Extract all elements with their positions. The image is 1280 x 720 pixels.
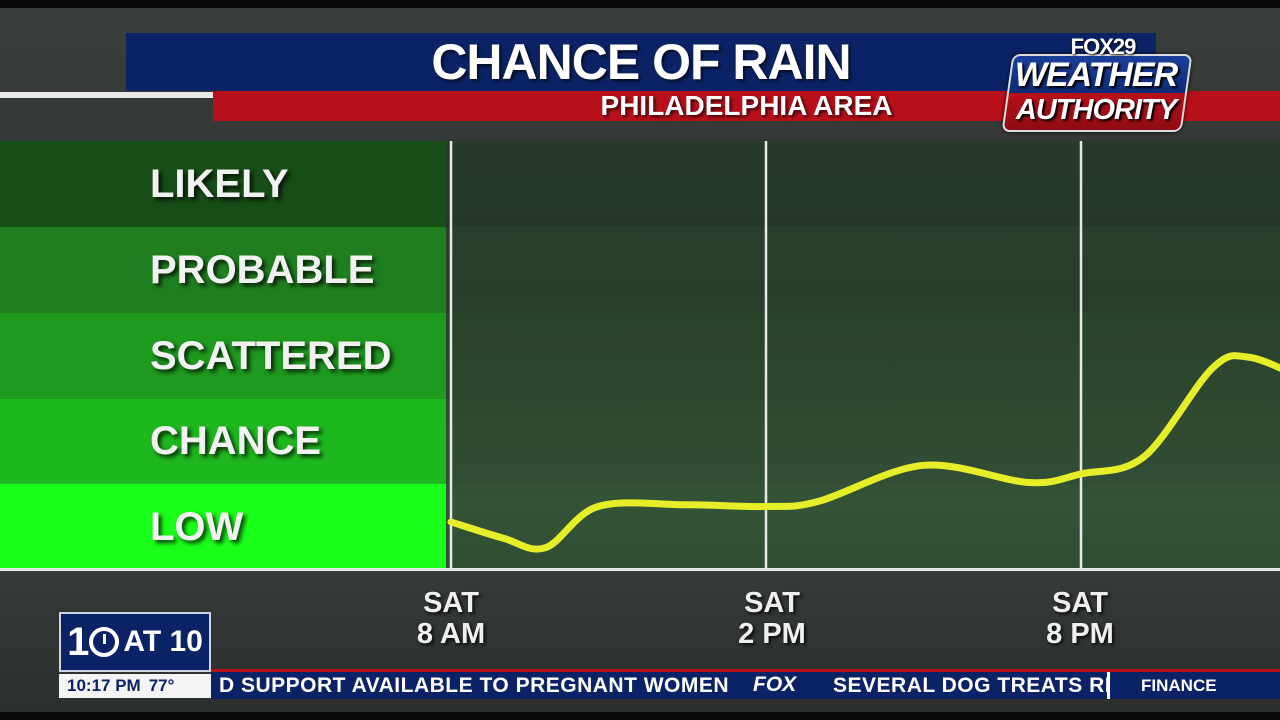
- bug-temp: 77°: [148, 676, 175, 695]
- x-tick-sat-8pm: SAT 8 PM: [1010, 588, 1150, 650]
- chart-title: CHANCE OF RAIN: [431, 34, 851, 90]
- bug-time-temp: 10:17 PM 77°: [59, 674, 211, 698]
- band-label-low: LOW: [150, 504, 244, 549]
- bug-time: 10:17 PM: [67, 676, 141, 695]
- ticker-section: FINANCE: [1141, 676, 1217, 695]
- divider: [0, 92, 213, 98]
- ticker-headline-2: SEVERAL DOG TREATS RI: [833, 674, 1112, 697]
- band-low: LOW: [0, 484, 446, 570]
- logo-authority: AUTHORITY: [1015, 94, 1177, 126]
- chart-svg: [446, 141, 1280, 570]
- bug-at: AT 10: [123, 625, 203, 658]
- x-axis-line: [0, 568, 1280, 571]
- band-chance: CHANCE: [0, 399, 446, 484]
- band-label-likely: LIKELY: [150, 161, 289, 206]
- x-tick-day: SAT: [423, 587, 479, 619]
- letterbox-top: [0, 0, 1280, 8]
- x-tick-time: 8 AM: [416, 618, 486, 650]
- x-tick-time: 2 PM: [738, 618, 806, 650]
- logo-network: FOX29: [1070, 34, 1137, 59]
- plot-band-stripe: [446, 398, 1280, 485]
- x-tick-sat-8am: SAT 8 AM: [381, 588, 521, 650]
- ticker-headline-1: D SUPPORT AVAILABLE TO PREGNANT WOMEN: [219, 674, 730, 697]
- plot-band-stripe: [446, 484, 1280, 570]
- band-probable: PROBABLE: [0, 227, 446, 313]
- chart-subtitle: PHILADELPHIA AREA: [600, 90, 893, 121]
- band-label-probable: PROBABLE: [150, 247, 375, 292]
- weather-authority-logo: FOX29 WEATHER AUTHORITY: [1001, 34, 1193, 132]
- plot-band-stripe: [446, 226, 1280, 313]
- x-tick-sat-2pm: SAT 2 PM: [702, 588, 842, 650]
- stopwatch-icon: [89, 627, 120, 657]
- letterbox-bottom: [0, 712, 1280, 720]
- x-tick-day: SAT: [744, 587, 800, 619]
- bug-one: 1: [67, 619, 90, 664]
- bug-show-logo: 10 1 AT 10: [59, 612, 211, 672]
- news-bug: 10 1 AT 10 10:17 PM 77°: [59, 612, 211, 698]
- ticker-divider: [1107, 672, 1110, 699]
- x-tick-day: SAT: [1052, 587, 1108, 619]
- band-likely: LIKELY: [0, 141, 446, 227]
- news-ticker: D SUPPORT AVAILABLE TO PREGNANT WOMEN FO…: [211, 669, 1280, 699]
- chart-area: [446, 141, 1280, 570]
- band-scattered: SCATTERED: [0, 313, 446, 399]
- rain-chance-line: [447, 352, 1280, 553]
- logo-weather: WEATHER: [1014, 56, 1178, 94]
- band-label-chance: CHANCE: [150, 419, 322, 463]
- title-bar: CHANCE OF RAIN: [126, 33, 1156, 91]
- plot-band-stripe: [446, 141, 1280, 227]
- plot-band-stripe: [446, 312, 1280, 399]
- x-tick-time: 8 PM: [1046, 618, 1114, 650]
- band-label-scattered: SCATTERED: [150, 333, 392, 378]
- ticker-fox-logo: FOX: [753, 673, 797, 696]
